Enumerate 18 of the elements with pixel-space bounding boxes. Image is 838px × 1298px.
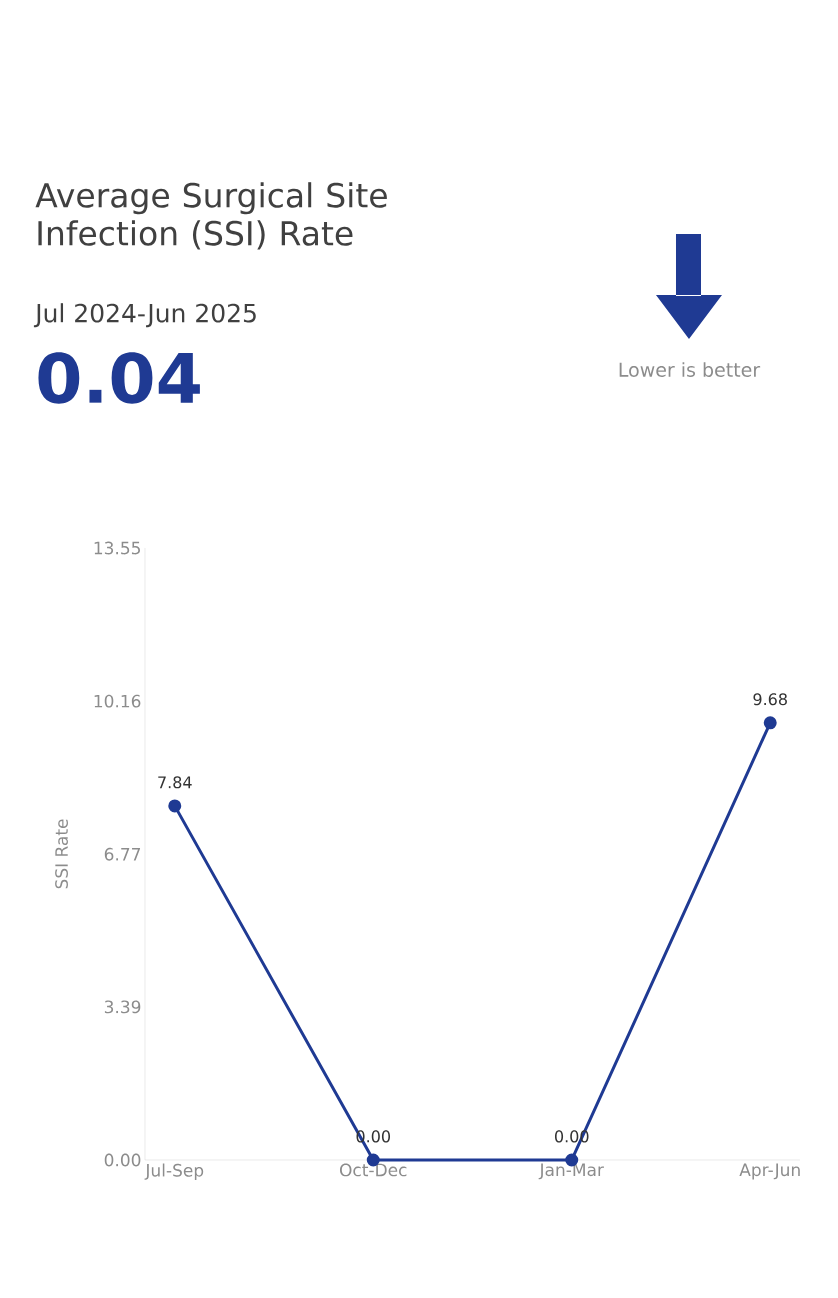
text: Lower is better (619, 362, 761, 377)
data-label: 7.84 (158, 776, 192, 789)
point (168, 799, 182, 813)
chart-title: Average Surgical Site Infection (SSI) Rate (35, 182, 387, 250)
y-tick-label: 3.39 (104, 1000, 141, 1014)
y-tick-label: 13.55 (94, 541, 140, 555)
y-tick-label: 0.00 (104, 1153, 141, 1167)
x-tick-label: Apr-Jun (739, 1163, 800, 1180)
y-tick-label: 10.16 (94, 694, 141, 708)
chart-subtitle: Jul 2024-Jun 2025 (33, 303, 256, 328)
y-axis-title: SSI Rate (55, 819, 68, 889)
x-tick-label: Oct-Dec (340, 1163, 407, 1177)
x-tick-label: Jul-Sep (144, 1163, 204, 1180)
data-label: 9.68 (753, 693, 787, 706)
point (763, 716, 777, 730)
text: 0.04 (38, 352, 200, 404)
y-tick-label: 6.77 (104, 847, 141, 861)
x-tick-label: Jan-Mar (538, 1163, 604, 1180)
